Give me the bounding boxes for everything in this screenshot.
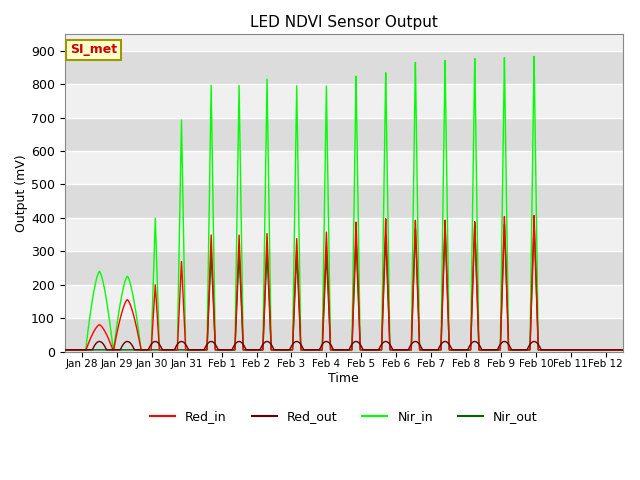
Nir_out <box>620 347 627 353</box>
Line: Red_in: Red_in <box>65 216 623 350</box>
Red_out <box>391 347 399 353</box>
Line: Red_out: Red_out <box>65 341 623 350</box>
Title: LED NDVI Sensor Output: LED NDVI Sensor Output <box>250 15 438 30</box>
Bar <box>65 118 623 151</box>
X-axis label: Time: Time <box>328 372 359 385</box>
Nir_in <box>263 91 271 97</box>
Bar <box>65 84 623 118</box>
Red_in <box>504 344 512 349</box>
Y-axis label: Output (mV): Output (mV) <box>15 154 28 231</box>
Nir_in <box>531 54 538 60</box>
Nir_in <box>61 347 68 353</box>
Nir_in <box>391 347 399 353</box>
Red_out <box>505 341 513 347</box>
Red_out <box>620 347 627 353</box>
Line: Nir_in: Nir_in <box>65 57 623 350</box>
Bar <box>65 318 623 351</box>
Nir_out <box>89 347 97 353</box>
Red_out <box>95 338 103 344</box>
Nir_out <box>415 344 423 349</box>
Nir_in <box>620 347 627 353</box>
Red_out <box>89 347 97 352</box>
Bar <box>65 285 623 318</box>
Nir_out <box>61 347 68 353</box>
Nir_in <box>475 328 483 334</box>
Text: SI_met: SI_met <box>70 44 117 57</box>
Nir_out <box>263 253 271 259</box>
Nir_in <box>89 296 97 301</box>
Red_out <box>475 341 483 347</box>
Bar <box>65 51 623 84</box>
Red_in <box>415 343 423 349</box>
Nir_out <box>531 220 538 226</box>
Nir_out <box>475 340 483 346</box>
Red_out <box>61 347 68 353</box>
Red_out <box>263 338 271 344</box>
Red_in <box>475 339 483 345</box>
Legend: Red_in, Red_out, Nir_in, Nir_out: Red_in, Red_out, Nir_in, Nir_out <box>145 406 543 428</box>
Nir_in <box>415 337 423 343</box>
Nir_out <box>504 344 512 350</box>
Bar <box>65 184 623 218</box>
Red_in <box>531 213 538 218</box>
Red_out <box>415 341 423 347</box>
Red_in <box>391 347 399 353</box>
Red_in <box>263 237 271 243</box>
Line: Nir_out: Nir_out <box>65 223 623 350</box>
Red_in <box>61 347 68 353</box>
Nir_in <box>504 338 512 344</box>
Bar <box>65 251 623 285</box>
Bar <box>65 218 623 251</box>
Bar <box>65 151 623 184</box>
Red_in <box>620 347 627 353</box>
Nir_out <box>391 347 399 353</box>
Red_in <box>89 331 97 337</box>
